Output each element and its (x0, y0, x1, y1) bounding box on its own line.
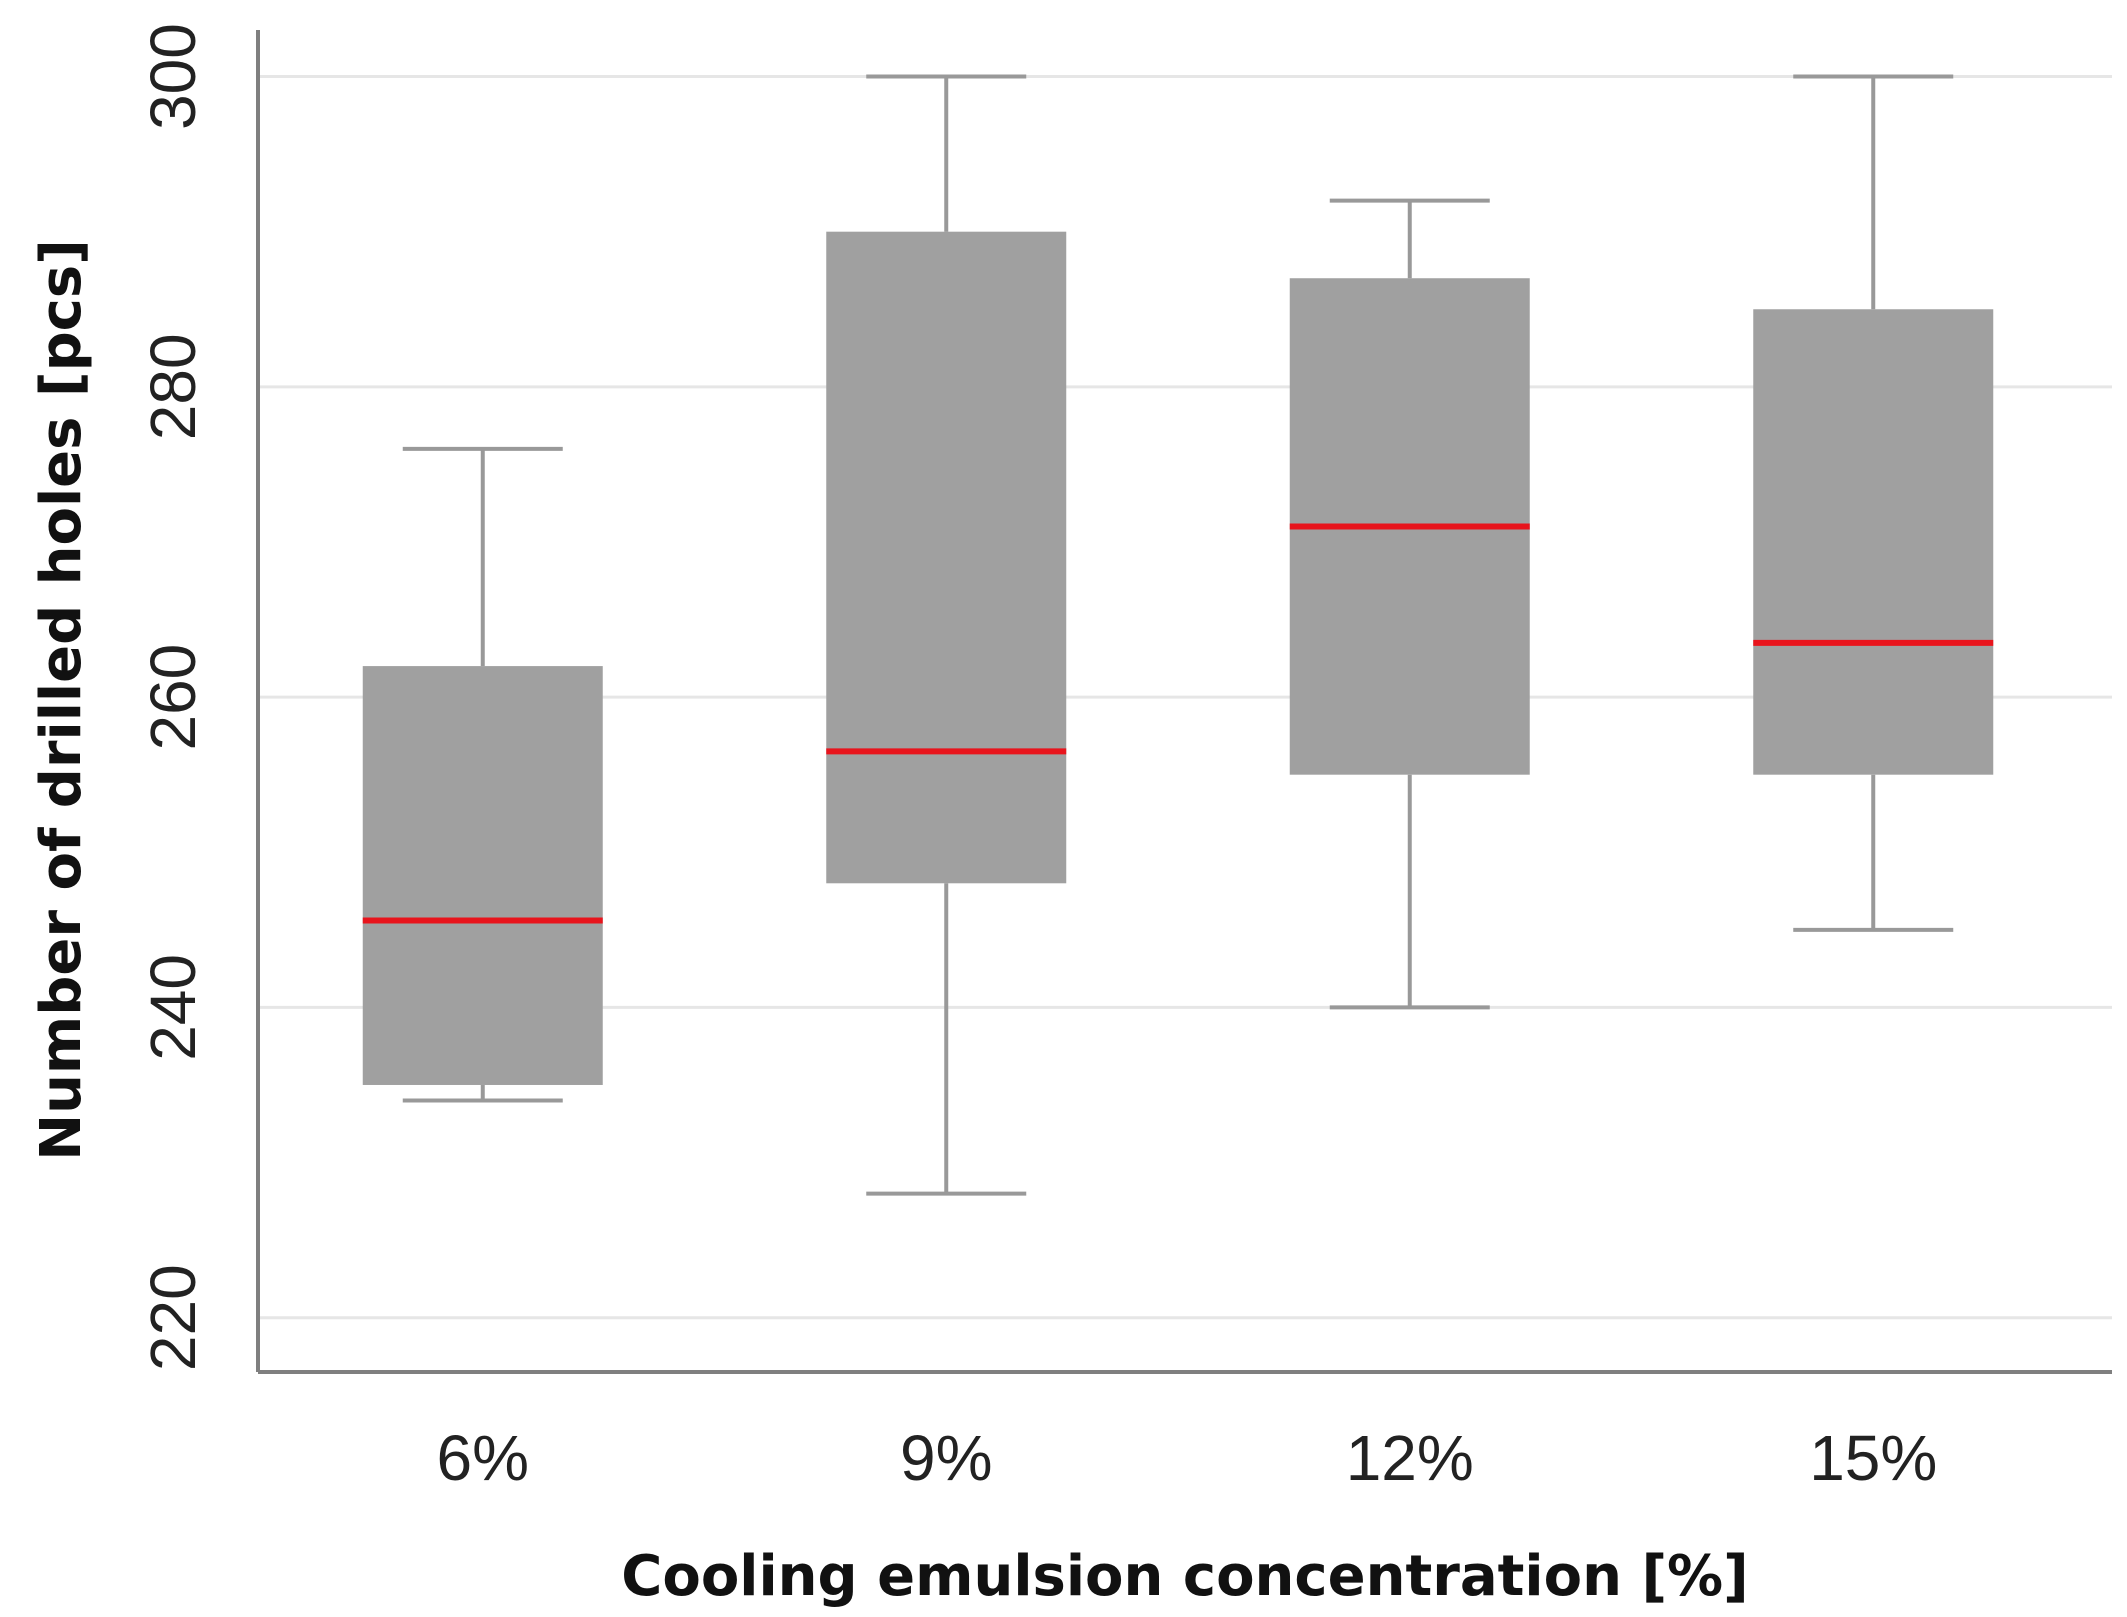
x-tick-label-1: 6% (437, 1422, 530, 1494)
y-axis-title: Number of drilled holes [pcs] (29, 239, 94, 1161)
axes (256, 30, 2112, 1374)
box-3 (1289, 198, 1530, 1010)
iqr-box (362, 666, 603, 1085)
box-1 (362, 446, 603, 1103)
box-2 (826, 74, 1067, 1196)
x-tick-label-2: 9% (900, 1422, 993, 1494)
y-tick-label-220: 220 (137, 1264, 209, 1371)
y-tick-label-260: 260 (137, 644, 209, 751)
x-tick-label-4: 15% (1809, 1422, 1937, 1494)
y-tick-label-300: 300 (137, 23, 209, 130)
box-4 (1753, 74, 1994, 932)
tick-labels: 220 240 260 280 300 6% 9% 12% 15% (137, 23, 1937, 1494)
x-axis-title: Cooling emulsion concentration [%] (621, 1544, 1749, 1609)
iqr-box (1753, 309, 1994, 775)
x-tick-label-3: 12% (1346, 1422, 1474, 1494)
y-tick-label-280: 280 (137, 333, 209, 440)
boxes (362, 74, 1994, 1196)
iqr-box (826, 231, 1067, 884)
y-tick-label-240: 240 (137, 954, 209, 1061)
